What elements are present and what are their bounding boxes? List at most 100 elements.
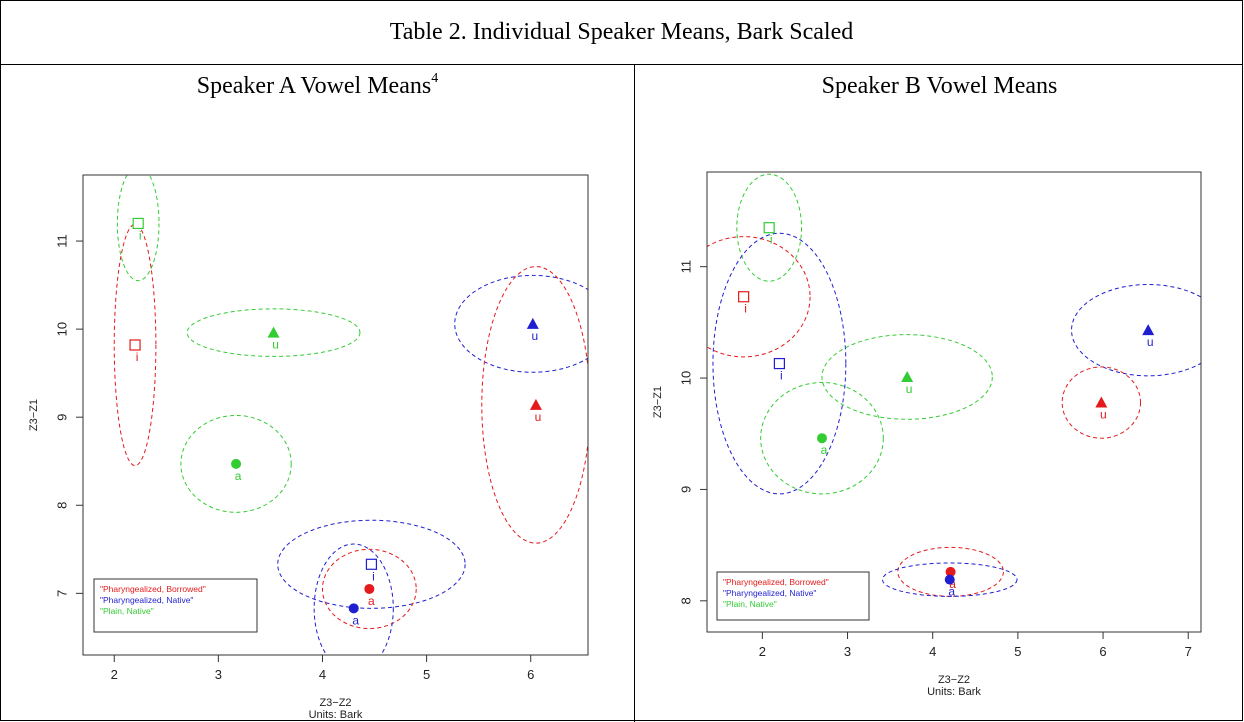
plot-frame bbox=[82, 174, 589, 656]
confidence-ellipse bbox=[897, 546, 1004, 597]
vowel-mean-point bbox=[738, 291, 750, 303]
vowel-label: a bbox=[949, 577, 956, 591]
confidence-ellipse bbox=[881, 562, 1018, 597]
vowel-label: i bbox=[372, 569, 375, 583]
x-tick-label: 2 bbox=[111, 667, 118, 682]
vowel-mean-point bbox=[944, 574, 955, 585]
vowel-mean-point bbox=[529, 398, 542, 410]
confidence-ellipse bbox=[454, 274, 588, 373]
x-axis-units-label: Units: Bark bbox=[309, 709, 363, 721]
confidence-ellipse bbox=[313, 543, 394, 655]
ellipse-group bbox=[707, 173, 1201, 597]
legend-entry: "Plain, Native" bbox=[100, 606, 154, 616]
legend-entry: "Pharyngealized, Native" bbox=[100, 595, 193, 605]
y-tick-label: 9 bbox=[678, 486, 693, 493]
speaker-b-cell: Speaker B Vowel Means 2 3 4 5 6 7 8 9 10 11 Z3−Z2 U… bbox=[635, 65, 1244, 722]
x-tick-label: 4 bbox=[929, 644, 936, 659]
speaker-a-title-text: Speaker A Vowel Means bbox=[196, 73, 432, 99]
vowel-mean-point bbox=[763, 222, 775, 234]
confidence-ellipse bbox=[736, 173, 803, 282]
column-divider bbox=[634, 65, 635, 722]
vowel-label: i bbox=[770, 233, 773, 247]
x-axis-units-label: Units: Bark bbox=[927, 686, 981, 698]
x-tick-label: 6 bbox=[1099, 644, 1106, 659]
legend-entry: "Pharyngealized, Borrowed" bbox=[723, 577, 829, 587]
vowel-label: a bbox=[821, 443, 828, 457]
x-tick-label: 5 bbox=[423, 667, 430, 682]
legend-entry: "Pharyngealized, Native" bbox=[723, 588, 816, 598]
vowel-label: u bbox=[531, 329, 538, 343]
confidence-ellipse bbox=[113, 223, 157, 467]
y-tick-label: 10 bbox=[54, 322, 69, 336]
vowel-label: i bbox=[780, 369, 783, 383]
vowel-mean-point bbox=[773, 357, 785, 370]
x-tick-label: 2 bbox=[759, 644, 766, 659]
confidence-ellipse bbox=[321, 548, 417, 630]
y-axis-label: Z3−Z1 bbox=[28, 399, 40, 431]
confidence-ellipse bbox=[116, 175, 160, 282]
vowel-label: i bbox=[744, 302, 747, 316]
x-tick-label: 6 bbox=[527, 667, 534, 682]
vowel-mean-point bbox=[1095, 396, 1108, 408]
x-tick-label: 5 bbox=[1014, 644, 1021, 659]
y-tick-label: 8 bbox=[54, 502, 69, 509]
x-axis-label: Z3−Z2 bbox=[319, 697, 351, 709]
plot-frame bbox=[706, 171, 1202, 633]
y-tick-label: 7 bbox=[54, 590, 69, 597]
speaker-a-title: Speaker A Vowel Means4 bbox=[1, 71, 634, 100]
speaker-b-title: Speaker B Vowel Means bbox=[821, 73, 1058, 99]
legend-entry: "Pharyngealized, Borrowed" bbox=[100, 584, 206, 594]
vowel-label: a bbox=[368, 594, 375, 608]
confidence-ellipse bbox=[481, 266, 588, 544]
vowel-mean-point bbox=[231, 458, 242, 469]
vowel-mean-point bbox=[132, 217, 144, 230]
x-tick-label: 3 bbox=[215, 667, 222, 682]
y-tick-label: 11 bbox=[678, 260, 693, 274]
vowel-label: a bbox=[235, 469, 242, 483]
y-tick-label: 11 bbox=[54, 234, 69, 248]
confidence-ellipse bbox=[186, 308, 361, 357]
vowel-mean-point bbox=[816, 433, 827, 444]
vowel-label: i bbox=[136, 350, 139, 364]
vowel-mean-point bbox=[526, 317, 539, 329]
vowel-label: u bbox=[272, 338, 279, 352]
vowel-mean-point bbox=[364, 583, 375, 594]
vowel-mean-point bbox=[267, 326, 280, 338]
legend-box bbox=[716, 571, 870, 621]
x-axis-label: Z3−Z2 bbox=[938, 674, 970, 686]
ellipse-group bbox=[113, 175, 588, 655]
vowel-mean-point bbox=[1142, 324, 1155, 336]
vowel-mean-point bbox=[129, 339, 141, 351]
footnote-marker: 4 bbox=[431, 71, 439, 86]
y-axis-label: Z3−Z1 bbox=[652, 386, 664, 418]
x-tick-label: 3 bbox=[844, 644, 851, 659]
vowel-label: u bbox=[1147, 335, 1154, 349]
confidence-ellipse bbox=[712, 232, 847, 495]
confidence-ellipse bbox=[1061, 366, 1142, 439]
y-tick-label: 9 bbox=[54, 414, 69, 421]
vowel-label: a bbox=[948, 585, 955, 599]
legend-box bbox=[93, 578, 258, 633]
confidence-ellipse bbox=[180, 414, 292, 513]
vowel-label: u bbox=[906, 382, 913, 396]
vowel-label: i bbox=[139, 228, 142, 242]
table-title: Table 2. Individual Speaker Means, Bark … bbox=[1, 1, 1242, 65]
vowel-label: u bbox=[535, 410, 542, 424]
x-tick-label: 7 bbox=[1185, 644, 1192, 659]
legend-entry: "Plain, Native" bbox=[723, 599, 777, 609]
y-tick-label: 8 bbox=[678, 597, 693, 604]
confidence-ellipse bbox=[707, 236, 811, 358]
speaker-a-cell: Speaker A Vowel Means4 2 3 4 5 6 7 8 9 10 11 Z3−Z2… bbox=[1, 65, 634, 722]
vowel-mean-point bbox=[365, 558, 378, 570]
vowel-label: a bbox=[352, 613, 359, 627]
y-tick-label: 10 bbox=[678, 371, 693, 385]
vowel-mean-point bbox=[945, 566, 956, 577]
confidence-ellipse bbox=[760, 382, 884, 495]
vowel-mean-point bbox=[901, 370, 914, 382]
confidence-ellipse bbox=[821, 334, 993, 420]
vowel-mean-point bbox=[348, 603, 359, 614]
vowel-label: u bbox=[1100, 408, 1107, 422]
